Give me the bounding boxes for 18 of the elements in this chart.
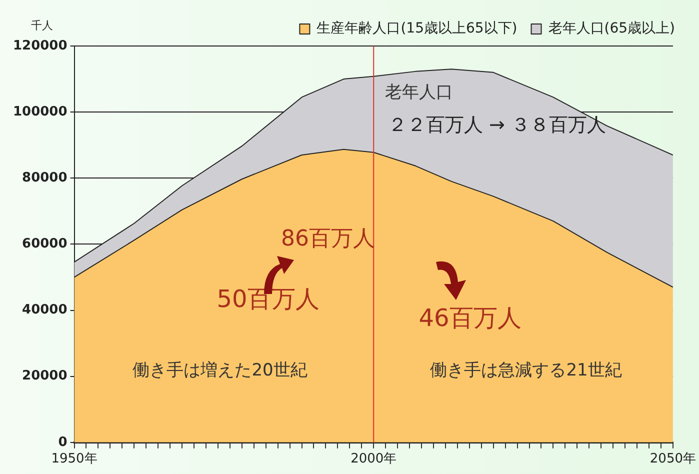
y-axis-title: 千人 xyxy=(31,18,53,32)
y-tick-label: 60000 xyxy=(22,236,68,252)
annotation: 老年人口 xyxy=(385,82,453,102)
annotation: 46百万人 xyxy=(418,304,522,332)
x-tick-label: 2000年 xyxy=(350,452,397,467)
legend-label: 生産年齢人口(15歳以上65以下) xyxy=(316,20,518,37)
y-tick-label: 0 xyxy=(58,434,68,450)
y-tick-label: 100000 xyxy=(12,104,68,120)
y-tick-label: 120000 xyxy=(12,38,68,54)
x-tick-label: 2050年 xyxy=(650,452,696,467)
annotation: 働き手は増えた20世紀 xyxy=(132,360,308,380)
x-tick-label: 1950年 xyxy=(51,452,98,467)
annotation: ２２百万人 → ３８百万人 xyxy=(388,114,606,136)
y-tick-label: 20000 xyxy=(22,368,68,384)
y-tick-label: 40000 xyxy=(22,302,68,318)
legend-label: 老年人口(65歳以上) xyxy=(548,20,676,37)
y-tick-label: 80000 xyxy=(22,170,68,186)
annotation: 働き手は急減する21世紀 xyxy=(430,360,622,380)
